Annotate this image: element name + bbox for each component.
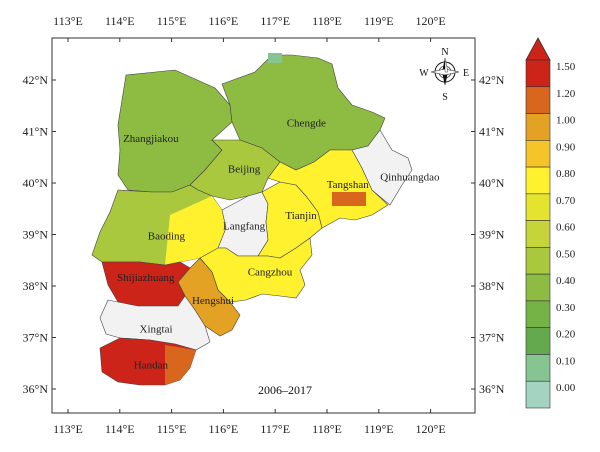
city-label-hengshui: Hengshui [192, 295, 234, 307]
city-label-langfang: Langfang [223, 220, 266, 232]
lat-tick-label-right: 42°N [479, 73, 505, 87]
legend-swatch [525, 327, 551, 355]
legend-swatch [525, 86, 551, 114]
legend-swatch [525, 193, 551, 221]
lon-tick-label-bottom: 113°E [53, 422, 83, 436]
legend-swatch [525, 273, 551, 302]
legend-swatch [525, 354, 551, 382]
lon-tick-label-top: 120°E [416, 14, 446, 28]
legend-label: 1.00 [556, 115, 576, 127]
legend-label: 0.00 [556, 382, 576, 394]
lon-axis-top: 113°E 114°E 115°E 116°E 117°E 118°E 119°E 120°E [53, 14, 446, 42]
region-baoding-east [165, 196, 226, 265]
legend-swatch [525, 166, 551, 195]
handan-east [165, 345, 196, 385]
north-tip-cell [268, 53, 282, 63]
region-tangshan [267, 149, 389, 229]
legend-label: 1.50 [556, 61, 576, 73]
lat-tick-label-right: 38°N [479, 279, 505, 293]
legend-label: 0.70 [556, 195, 576, 207]
lon-tick-label-bottom: 114°E [105, 422, 135, 436]
lon-tick-label-bottom: 117°E [260, 422, 290, 436]
lat-tick-label-right: 36°N [479, 382, 505, 396]
lat-tick-label-right: 37°N [479, 331, 505, 345]
legend-label: 0.90 [556, 141, 576, 153]
lon-axis-bottom: 113°E 114°E 115°E 116°E 117°E 118°E 119°E 120°E [53, 409, 446, 436]
lon-tick-label-bottom: 118°E [312, 422, 342, 436]
compass-west: W [419, 68, 429, 79]
lon-tick-label-top: 118°E [312, 14, 342, 28]
lat-tick-label-left: 37°N [23, 331, 49, 345]
compass-south: S [442, 92, 448, 103]
region-cangzhou [199, 237, 313, 303]
map-area [91, 53, 413, 386]
lon-tick-label-bottom: 116°E [209, 422, 239, 436]
legend-swatch [525, 247, 551, 275]
lat-tick-label-right: 40°N [479, 176, 505, 190]
tangshan-hotspot [332, 192, 366, 206]
period-label: 2006–2017 [258, 383, 312, 397]
lon-tick-label-top: 116°E [209, 14, 239, 28]
legend-swatch [525, 300, 551, 328]
legend-swatch [525, 220, 551, 248]
city-label-shijiazhuang: Shijiazhuang [117, 272, 175, 284]
lat-tick-label-left: 39°N [23, 228, 49, 242]
legend-label: 0.10 [556, 355, 576, 367]
region-beijing [189, 139, 281, 201]
lon-tick-label-bottom: 115°E [157, 422, 187, 436]
legend-label: 0.60 [556, 222, 576, 234]
legend-label: 0.80 [556, 168, 576, 180]
city-label-cangzhou: Cangzhou [248, 267, 293, 279]
lon-tick-label-top: 113°E [53, 14, 83, 28]
city-label-tangshan: Tangshan [327, 179, 369, 191]
region-xingtai [99, 295, 211, 351]
lon-tick-label-bottom: 119°E [364, 422, 394, 436]
legend-swatch [525, 140, 551, 168]
lat-tick-label-right: 41°N [479, 125, 505, 139]
lon-tick-label-top: 117°E [260, 14, 290, 28]
city-label-baoding: Baoding [148, 231, 186, 243]
legend-label: 0.50 [556, 248, 576, 260]
city-label-chengde: Chengde [287, 117, 326, 129]
lat-axis-right: 42°N 41°N 40°N 39°N 38°N 37°N 36°N [471, 73, 505, 396]
lon-tick-label-top: 114°E [105, 14, 135, 28]
city-label-tianjin: Tianjin [285, 210, 317, 222]
lon-tick-label-bottom: 120°E [416, 422, 446, 436]
legend-label: 0.20 [556, 329, 576, 341]
compass-east: E [463, 68, 469, 79]
lat-tick-label-left: 40°N [23, 176, 49, 190]
lat-axis-left: 42°N 41°N 40°N 39°N 38°N 37°N 36°N [23, 73, 56, 396]
compass-rose-icon: N S E W [419, 47, 469, 103]
region-qinhuangdao [351, 129, 413, 206]
legend-label: 0.40 [556, 275, 576, 287]
lon-tick-label-top: 115°E [157, 14, 187, 28]
lat-tick-label-left: 41°N [23, 125, 49, 139]
lat-tick-label-left: 42°N [23, 73, 49, 87]
legend-label: 0.30 [556, 302, 576, 314]
lat-tick-label-left: 36°N [23, 382, 49, 396]
city-label-xingtai: Xingtai [140, 323, 173, 335]
city-labels: Zhangjiakou Chengde Beijing Qinhuangdao Tang… [117, 117, 440, 371]
legend-swatch [525, 380, 551, 409]
legend-swatch [525, 113, 551, 141]
lat-tick-label-right: 39°N [479, 228, 505, 242]
legend-swatch [525, 59, 551, 88]
city-label-beijing: Beijing [228, 164, 261, 176]
color-legend: 1.50 1.20 1.00 0.90 0.80 0.70 0.60 0.50 0.40 0.30… [525, 37, 576, 409]
lon-tick-label-top: 119°E [364, 14, 394, 28]
city-label-qinhuangdao: Qinhuangdao [380, 171, 440, 183]
legend-arrow-top [525, 37, 551, 61]
lat-tick-label-left: 38°N [23, 279, 49, 293]
legend-label: 1.20 [556, 88, 576, 100]
city-label-zhangjiakou: Zhangjiakou [123, 133, 179, 145]
compass-north: N [441, 47, 448, 58]
city-label-handan: Handan [134, 359, 169, 371]
